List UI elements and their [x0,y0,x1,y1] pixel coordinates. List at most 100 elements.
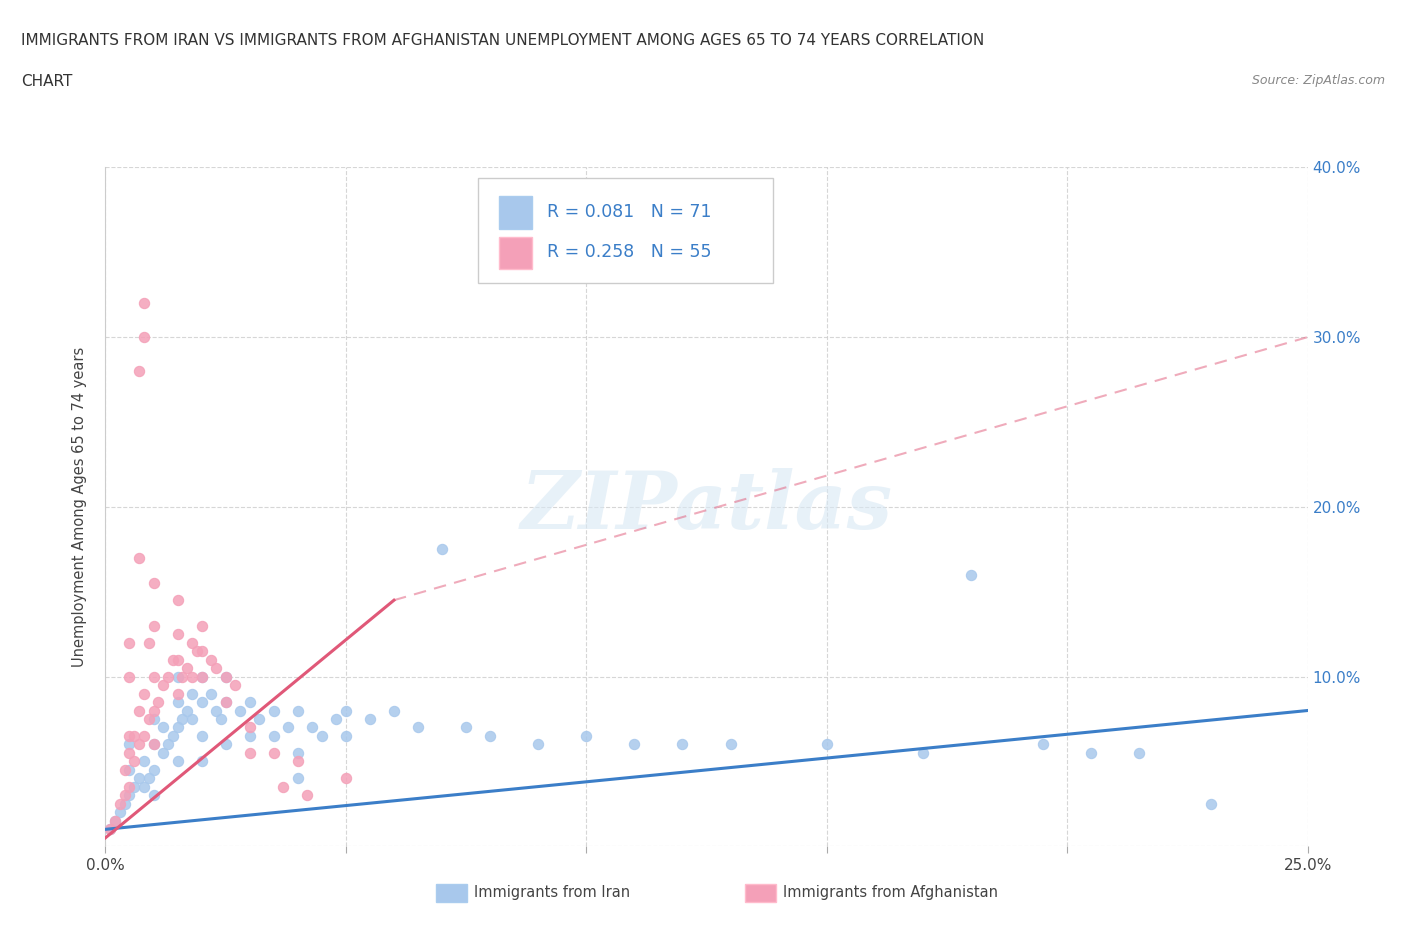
Point [335,728,357,743]
Point [108,796,131,811]
Point [114,788,136,803]
Point [142,737,165,752]
Point [124,754,146,769]
Point [142,788,165,803]
Point [148,695,170,710]
Point [623,737,645,752]
Point [247,711,270,726]
Point [128,737,150,752]
Text: ZIPatlas: ZIPatlas [520,468,893,546]
Point [124,728,146,743]
Point [118,670,141,684]
Point [359,711,381,726]
Point [214,695,236,710]
Point [720,737,742,752]
Point [132,330,155,345]
Point [960,567,983,582]
Y-axis label: Unemployment Among Ages 65 to 74 years: Unemployment Among Ages 65 to 74 years [72,347,87,667]
Point [911,746,934,761]
Point [152,720,174,735]
Point [1032,737,1054,752]
Point [239,728,262,743]
Point [200,652,222,667]
Point [132,754,155,769]
Point [181,711,204,726]
Point [142,576,165,591]
Point [263,703,285,718]
Point [142,670,165,684]
Point [214,737,236,752]
Point [287,771,309,786]
Point [1201,796,1223,811]
Point [166,754,188,769]
Point [287,754,309,769]
Point [156,737,179,752]
Point [263,746,285,761]
Point [229,703,252,718]
Point [200,686,222,701]
Point [190,670,212,684]
Point [406,720,429,735]
Point [209,711,232,726]
Point [166,627,188,642]
Point [104,814,127,829]
Point [98,822,121,837]
Point [128,771,150,786]
Point [527,737,550,752]
Point [190,728,212,743]
Point [335,771,357,786]
Point [1128,746,1150,761]
Point [166,670,188,684]
Text: Immigrants from Iran: Immigrants from Iran [474,885,630,900]
Point [239,720,262,735]
Point [287,746,309,761]
Point [138,711,160,726]
Point [479,728,502,743]
Point [104,814,127,829]
Point [172,670,194,684]
Point [114,796,136,811]
Point [132,779,155,794]
Point [166,592,188,607]
Point [166,686,188,701]
Point [186,644,208,658]
Point [181,635,204,650]
Point [239,695,262,710]
Point [162,728,184,743]
Text: Source: ZipAtlas.com: Source: ZipAtlas.com [1251,74,1385,87]
Point [142,737,165,752]
Point [118,746,141,761]
Point [132,296,155,311]
Point [166,652,188,667]
Text: Immigrants from Afghanistan: Immigrants from Afghanistan [783,885,998,900]
Point [454,720,477,735]
Point [128,551,150,565]
Point [166,695,188,710]
Point [142,618,165,633]
Point [181,670,204,684]
Point [118,635,141,650]
Point [190,695,212,710]
Point [166,720,188,735]
Point [214,670,236,684]
Point [162,652,184,667]
Point [142,763,165,777]
Point [118,788,141,803]
Point [98,822,121,837]
Point [224,678,246,693]
Point [671,737,693,752]
Point [190,670,212,684]
Point [382,703,405,718]
Point [190,618,212,633]
Point [297,788,319,803]
Point [205,660,228,675]
FancyBboxPatch shape [478,178,773,283]
Point [138,635,160,650]
Point [138,771,160,786]
Point [214,695,236,710]
Point [1080,746,1102,761]
Point [239,746,262,761]
Point [156,670,179,684]
Point [190,754,212,769]
Point [124,779,146,794]
